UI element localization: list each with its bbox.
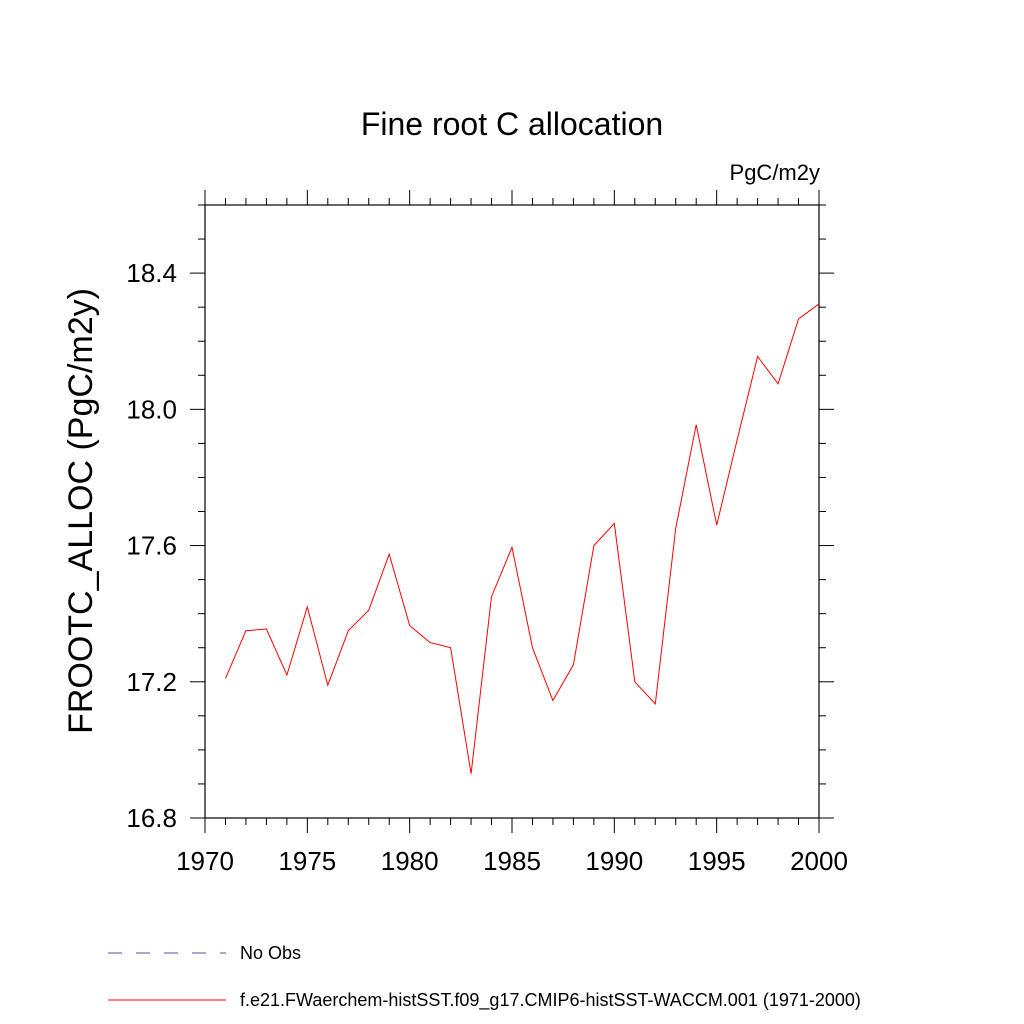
units-label: PgC/m2y xyxy=(730,160,820,185)
x-tick-label: 2000 xyxy=(790,846,848,876)
x-tick-label: 1975 xyxy=(278,846,336,876)
y-tick-label: 17.6 xyxy=(126,531,177,561)
axis-ticks xyxy=(190,190,834,833)
y-tick-labels: 16.8 17.2 17.6 18.0 18.4 xyxy=(126,258,177,833)
series-line xyxy=(225,303,820,774)
series-group xyxy=(225,303,820,774)
y-axis-label: FROOTC_ALLOC (PgC/m2y) xyxy=(62,288,100,734)
y-tick-label: 16.8 xyxy=(126,803,177,833)
x-tick-label: 1980 xyxy=(381,846,439,876)
y-tick-label: 17.2 xyxy=(126,667,177,697)
legend-label-model: f.e21.FWaerchem-histSST.f09_g17.CMIP6-hi… xyxy=(240,990,861,1011)
x-tick-label: 1970 xyxy=(176,846,234,876)
x-tick-label: 1990 xyxy=(585,846,643,876)
chart-title: Fine root C allocation xyxy=(361,106,663,142)
plot-frame xyxy=(204,204,820,819)
y-tick-label: 18.0 xyxy=(126,394,177,424)
x-tick-labels: 1970 1975 1980 1985 1990 1995 2000 xyxy=(176,846,848,876)
y-tick-label: 18.4 xyxy=(126,258,177,288)
legend-label-no-obs: No Obs xyxy=(240,943,301,963)
x-tick-label: 1985 xyxy=(483,846,541,876)
x-tick-label: 1995 xyxy=(688,846,746,876)
legend: No Obs f.e21.FWaerchem-histSST.f09_g17.C… xyxy=(108,943,861,1011)
